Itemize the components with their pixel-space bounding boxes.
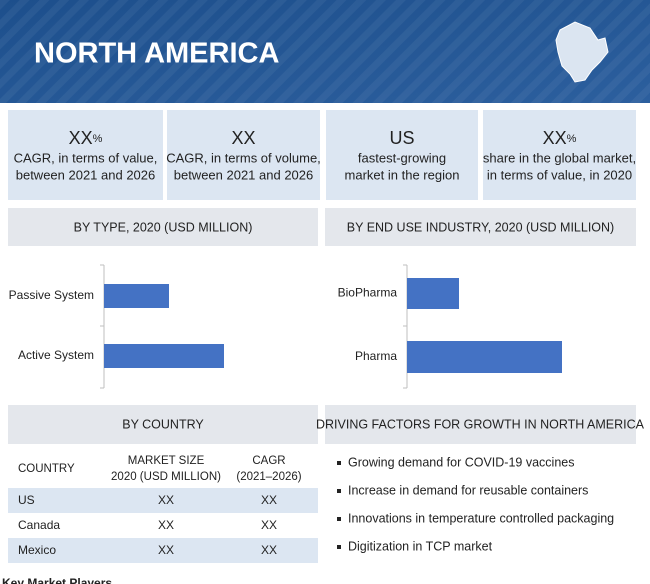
- chart-title: BY END USE INDUSTRY, 2020 (USD MILLION): [347, 220, 614, 234]
- stat-unit: %: [567, 133, 577, 145]
- table-header: CAGR: [252, 455, 285, 467]
- stat-value-text: XX: [69, 128, 93, 148]
- category-label: Passive System: [9, 288, 94, 302]
- stat-unit: %: [93, 133, 103, 145]
- stat-value-text: XX: [231, 128, 255, 148]
- stat-value: XX%: [543, 128, 577, 148]
- table-cell: XX: [158, 543, 174, 557]
- bar: [407, 278, 459, 309]
- stat-value: XX%: [69, 128, 103, 148]
- table-cell: XX: [261, 518, 277, 532]
- table-cell: XX: [261, 543, 277, 557]
- stat-text: share in the global market,: [483, 150, 636, 165]
- bullet: [337, 461, 341, 465]
- header-title: NORTH AMERICA: [34, 38, 279, 70]
- driver-item: Increase in demand for reusable containe…: [348, 483, 588, 497]
- table-header: COUNTRY: [18, 463, 75, 475]
- stat-text: between 2021 and 2026: [16, 167, 156, 182]
- table-cell: XX: [158, 518, 174, 532]
- stat-text: in terms of value, in 2020: [487, 167, 632, 182]
- table-header: (2021–2026): [236, 471, 301, 483]
- table-row-bg: [8, 538, 318, 563]
- stat-value-text: XX: [543, 128, 567, 148]
- table-cell: Mexico: [18, 543, 56, 557]
- section-title: DRIVING FACTORS FOR GROWTH IN NORTH AMER…: [316, 417, 645, 431]
- map-icon: [555, 21, 609, 83]
- category-label: BioPharma: [338, 286, 398, 300]
- stat-text: CAGR, in terms of volume,: [166, 150, 321, 165]
- stat-box: [8, 110, 163, 200]
- bullet: [337, 489, 341, 493]
- chart-title-box: [8, 208, 318, 246]
- driver-item: Growing demand for COVID-19 vaccines: [348, 455, 574, 469]
- stat-value: XX: [231, 128, 255, 148]
- category-label: Active System: [18, 348, 94, 362]
- bullet: [337, 517, 341, 521]
- chart-title-box: [325, 208, 636, 246]
- stat-box: [483, 110, 636, 200]
- stat-text: fastest-growing: [358, 150, 446, 165]
- stat-box: [167, 110, 320, 200]
- table-header: 2020 (USD MILLION): [111, 471, 221, 483]
- bar: [407, 341, 562, 373]
- category-label: Pharma: [355, 349, 397, 363]
- stat-box: [326, 110, 478, 200]
- stat-text: market in the region: [345, 167, 460, 182]
- stat-value-text: US: [389, 128, 414, 148]
- header-pattern: [0, 0, 650, 103]
- table-header: MARKET SIZE: [128, 455, 205, 467]
- stat-text: between 2021 and 2026: [174, 167, 314, 182]
- table-cell: US: [18, 493, 35, 507]
- chart-title: BY TYPE, 2020 (USD MILLION): [74, 220, 253, 234]
- table-cell: XX: [158, 493, 174, 507]
- section-title-box: [325, 405, 636, 444]
- table-cell: Canada: [18, 518, 60, 532]
- driver-item: Innovations in temperature controlled pa…: [348, 511, 614, 525]
- bar: [104, 284, 169, 308]
- section-title: BY COUNTRY: [122, 417, 204, 431]
- section-title-box: [8, 405, 318, 444]
- table-cell: XX: [261, 493, 277, 507]
- stat-text: CAGR, in terms of value,: [14, 150, 158, 165]
- bullet: [337, 545, 341, 549]
- table-row-bg: [8, 488, 318, 513]
- driver-item: Digitization in TCP market: [348, 539, 493, 553]
- footer-text: Key Market Players: [2, 576, 112, 584]
- bar: [104, 344, 224, 368]
- stat-value: US: [389, 128, 414, 148]
